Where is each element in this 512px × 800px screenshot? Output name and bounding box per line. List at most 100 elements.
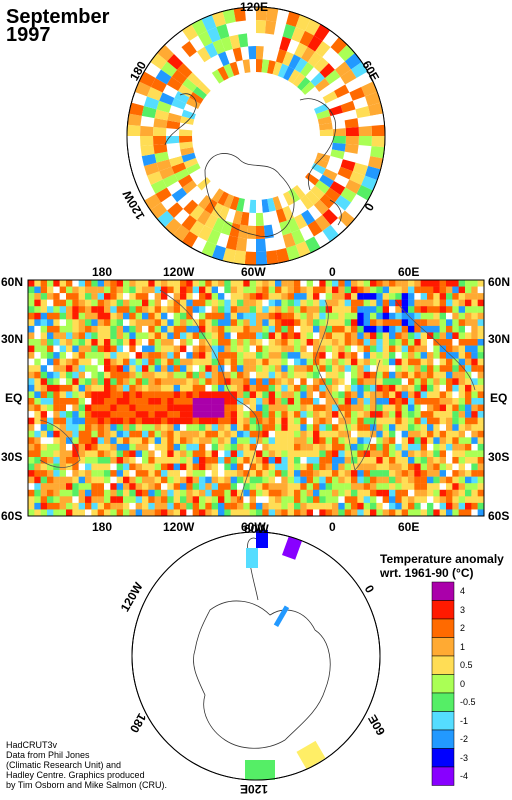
eq-grid-cell (85, 430, 92, 438)
eq-grid-cell (370, 325, 377, 333)
eq-grid-cell (401, 319, 409, 327)
eq-grid-cell (218, 325, 225, 333)
eq-grid-cell (47, 299, 54, 307)
eq-grid-cell (47, 457, 54, 464)
eq-grid-cell (306, 502, 314, 510)
eq-grid-cell (275, 417, 282, 425)
eq-grid-cell (97, 496, 105, 504)
eq-grid-cell (167, 443, 174, 451)
eq-grid-cell (433, 411, 440, 418)
np-grid-cell (351, 62, 368, 78)
eq-grid-cell (275, 411, 282, 418)
eq-grid-cell (300, 404, 307, 412)
eq-grid-cell (427, 509, 434, 517)
eq-grid-cell (91, 411, 98, 418)
eq-grid-cell (313, 398, 320, 405)
eq-grid-cell (313, 450, 320, 458)
eq-grid-cell (313, 339, 320, 346)
np-grid-cell (334, 61, 352, 77)
eq-grid-cell (477, 424, 485, 431)
eq-grid-cell (237, 332, 244, 340)
np-grid-cell (305, 190, 320, 205)
eq-grid-cell (154, 443, 162, 451)
eq-grid-cell (148, 411, 155, 418)
eq-grid-cell (192, 325, 200, 333)
eq-grid-cell (180, 280, 187, 287)
np-grid-cell (232, 210, 243, 225)
eq-grid-cell (192, 371, 200, 379)
eq-grid-cell (370, 306, 377, 313)
eq-grid-cell (78, 417, 86, 425)
eq-grid-cell (34, 365, 41, 372)
eq-grid-cell (224, 306, 231, 313)
eq-grid-cell (287, 483, 295, 490)
eq-grid-cell (167, 378, 174, 386)
eq-grid-cell (148, 293, 155, 300)
np-grid-cell (337, 166, 353, 180)
eq-grid-cell (104, 371, 111, 379)
eq-grid-cell (148, 470, 155, 477)
eq-grid-cell (338, 398, 345, 405)
np-grid-cell (313, 199, 329, 215)
eq-grid-cell (72, 404, 79, 412)
eq-grid-cell (154, 378, 162, 386)
eq-grid-cell (199, 299, 206, 307)
eq-grid-cell (66, 398, 73, 405)
eq-grid-cell (344, 280, 352, 287)
eq-grid-cell (338, 358, 345, 366)
eq-grid-cell (268, 496, 276, 504)
eq-grid-cell (471, 496, 478, 504)
eq-grid-cell (363, 299, 371, 307)
eq-grid-cell (319, 293, 326, 300)
eq-grid-cell (97, 384, 105, 392)
eq-grid-cell (142, 450, 149, 458)
eq-grid-cell (300, 312, 307, 320)
eq-grid-cell (129, 457, 136, 464)
eq-grid-cell (414, 299, 421, 307)
eq-grid-cell (471, 352, 478, 359)
np-grid-cell (232, 47, 243, 62)
np-grid-cell (171, 69, 188, 85)
eq-grid-cell (186, 496, 193, 504)
np-grid-cell (301, 46, 316, 63)
eq-grid-cell (319, 470, 326, 477)
eq-grid-cell (294, 378, 301, 386)
eq-grid-cell (218, 378, 225, 386)
eq-grid-cell (110, 371, 117, 379)
eq-grid-cell (47, 371, 54, 379)
eq-grid-cell (59, 476, 67, 484)
eq-grid-cell (427, 325, 434, 333)
eq-grid-cell (268, 424, 276, 431)
credit-line4: Hadley Centre. Graphics produced (6, 770, 145, 780)
eq-grid-cell (192, 384, 200, 392)
eq-grid-cell (471, 398, 478, 405)
eq-grid-cell (104, 319, 111, 327)
eq-grid-cell (97, 437, 105, 445)
eq-grid-cell (332, 384, 339, 392)
eq-grid-cell (218, 430, 225, 438)
eq-grid-cell (34, 404, 41, 412)
eq-grid-cell (180, 371, 187, 379)
np-grid-cell (150, 179, 167, 194)
eq-grid-cell (357, 280, 364, 287)
eq-grid-cell (78, 509, 86, 517)
eq-grid-cell (91, 286, 98, 294)
eq-grid-cell (66, 496, 73, 504)
eq-grid-cell (72, 358, 79, 366)
eq-grid-cell (173, 476, 181, 484)
eq-grid-cell (420, 463, 428, 471)
eq-grid-cell (91, 457, 98, 464)
eq-grid-cell (452, 430, 459, 438)
eq-grid-cell (300, 424, 307, 431)
eq-left-label-eq: EQ (5, 391, 23, 405)
eq-grid-cell (91, 339, 98, 346)
eq-grid-cell (465, 339, 472, 346)
eq-grid-cell (351, 483, 358, 490)
eq-grid-cell (148, 424, 155, 431)
np-grid-cell (283, 191, 295, 206)
eq-grid-cell (319, 443, 326, 451)
eq-grid-cell (110, 430, 117, 438)
eq-grid-cell (395, 312, 402, 320)
eq-grid-cell (313, 443, 320, 451)
eq-grid-cell (116, 496, 124, 504)
